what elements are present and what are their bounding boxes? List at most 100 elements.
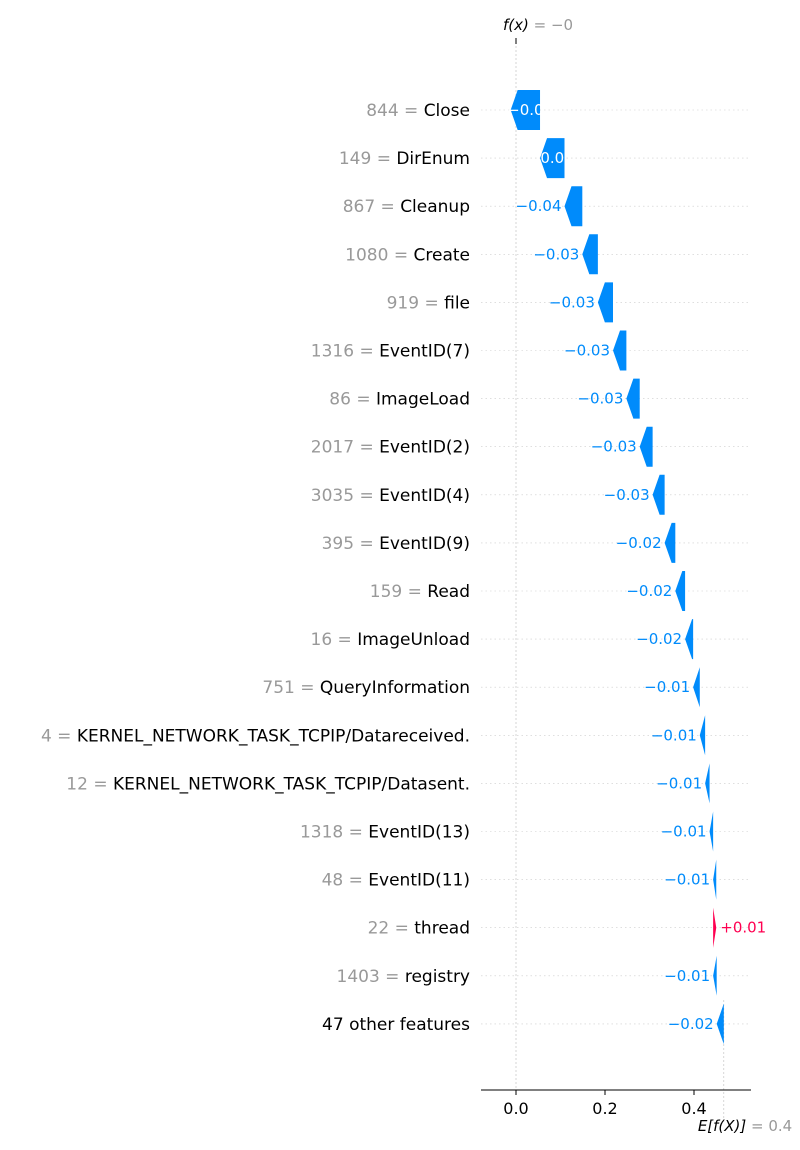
feature-label-14: 4 = KERNEL_NETWORK_TASK_TCPIP/Datareceiv…: [41, 726, 470, 746]
feature-value: 751 =: [262, 678, 320, 698]
fx-value: = −0: [529, 16, 573, 34]
feature-value: 48 =: [322, 871, 369, 891]
feature-value: 159 =: [370, 582, 428, 602]
feature-name: Create: [414, 245, 471, 265]
bar-value-label-11: −0.02: [626, 582, 672, 600]
feature-name: KERNEL_NETWORK_TASK_TCPIP/Datasent.: [113, 774, 470, 794]
bar-value-label-1: −0.0: [507, 101, 543, 119]
bar-7: [626, 378, 640, 419]
efx-value: = 0.4: [746, 1117, 792, 1135]
bar-value-label-16: −0.01: [661, 823, 707, 841]
feature-value: 844 =: [366, 101, 424, 121]
feature-label-2: 149 = DirEnum: [339, 149, 470, 169]
feature-label-10: 395 = EventID(9): [322, 534, 470, 554]
bar-17: [713, 859, 717, 900]
bar-value-label-9: −0.03: [604, 486, 650, 504]
bar-value-label-7: −0.03: [577, 390, 623, 408]
bar-value-label-6: −0.03: [564, 342, 610, 360]
bar-19: [713, 955, 717, 996]
feature-value: 4 =: [41, 726, 77, 746]
bar-4: [582, 234, 598, 275]
feature-name: EventID(7): [379, 342, 470, 362]
feature-name: Read: [427, 582, 470, 602]
feature-label-18: 22 = thread: [368, 919, 470, 939]
bar-2: [540, 138, 565, 179]
x-tick-label: 0.4: [681, 1099, 706, 1118]
feature-name: KERNEL_NETWORK_TASK_TCPIP/Datareceived.: [77, 726, 470, 746]
bar-11: [675, 571, 686, 611]
bar-value-label-2: 0.0: [540, 149, 564, 167]
feature-label-16: 1318 = EventID(13): [300, 823, 470, 843]
feature-label-4: 1080 = Create: [345, 245, 470, 265]
feature-label-5: 919 = file: [387, 293, 470, 313]
feature-value: 919 =: [387, 293, 445, 313]
bar-3: [564, 186, 583, 227]
feature-value: 86 =: [329, 390, 376, 410]
feature-value: 2017 =: [311, 438, 379, 458]
bar-16: [709, 811, 714, 852]
fx-label: f(x): [503, 16, 529, 34]
bar-10: [664, 522, 676, 563]
feature-label-9: 3035 = EventID(4): [311, 486, 470, 506]
feature-name: EventID(9): [379, 534, 470, 554]
bar-value-label-3: −0.04: [516, 197, 562, 215]
feature-label-3: 867 = Cleanup: [343, 197, 470, 217]
feature-value: 1080 =: [345, 245, 413, 265]
feature-name: thread: [414, 919, 470, 939]
feature-name: file: [444, 293, 470, 313]
gridlines: [481, 109, 751, 1025]
bar-14: [699, 715, 706, 756]
bar-value-label-18: +0.01: [720, 919, 766, 937]
feature-name: ImageUnload: [357, 630, 470, 650]
feature-label-1: 844 = Close: [366, 101, 470, 121]
bar-18: [713, 907, 717, 948]
feature-value: 395 =: [322, 534, 380, 554]
feature-label-15: 12 = KERNEL_NETWORK_TASK_TCPIP/Datasent.: [66, 774, 470, 794]
bar-1: [510, 90, 541, 130]
bar-12: [685, 619, 694, 660]
feature-label-13: 751 = QueryInformation: [262, 678, 470, 698]
bar-8: [639, 426, 653, 467]
feature-name: 47 other features: [322, 1015, 470, 1035]
feature-value: 12 =: [66, 774, 113, 794]
feature-name: QueryInformation: [320, 678, 470, 698]
feature-value: 867 =: [343, 197, 401, 217]
bar-value-label-4: −0.03: [533, 245, 579, 263]
x-axis: 0.0 0.2 0.4: [481, 1089, 751, 1118]
feature-value: 16 =: [311, 630, 358, 650]
bar-9: [652, 474, 665, 515]
feature-name: Cleanup: [400, 197, 470, 217]
bar-value-label-17: −0.01: [664, 871, 710, 889]
bar-value-label-14: −0.01: [651, 726, 697, 744]
feature-value: 1316 =: [311, 342, 379, 362]
bar-5: [597, 282, 614, 323]
feature-name: EventID(13): [368, 823, 470, 843]
feature-label-11: 159 = Read: [370, 582, 470, 602]
annotations: f(x) = −0 E[f(X)] = 0.4: [503, 16, 792, 1135]
feature-value: 1403 =: [337, 967, 405, 987]
feature-name: Close: [424, 101, 470, 121]
feature-label-8: 2017 = EventID(2): [311, 438, 470, 458]
feature-name: EventID(2): [379, 438, 470, 458]
feature-label-19: 1403 = registry: [337, 967, 471, 987]
bar-value-label-13: −0.01: [644, 678, 690, 696]
efx-label: E[f(X)]: [698, 1117, 747, 1135]
feature-labels: 844 = Close 149 = DirEnum 867 = Cleanup 108…: [41, 101, 470, 1035]
bar-13: [693, 667, 700, 708]
feature-name: EventID(11): [368, 871, 470, 891]
bar-value-label-12: −0.02: [636, 630, 682, 648]
bar-value-label-19: −0.01: [664, 967, 710, 985]
feature-name: ImageLoad: [376, 390, 470, 410]
feature-value: 1318 =: [300, 823, 368, 843]
bar-6: [613, 330, 627, 371]
feature-value: 149 =: [339, 149, 397, 169]
bar-value-label-5: −0.03: [549, 293, 595, 311]
x-tick-label: 0.2: [592, 1099, 617, 1118]
feature-name: registry: [405, 967, 470, 987]
feature-label-17: 48 = EventID(11): [322, 871, 470, 891]
fx-annotation: f(x) = −0: [503, 16, 573, 34]
feature-label-20: 47 other features: [322, 1015, 470, 1035]
feature-value: 22 =: [368, 919, 415, 939]
bar-20: [716, 1003, 724, 1044]
